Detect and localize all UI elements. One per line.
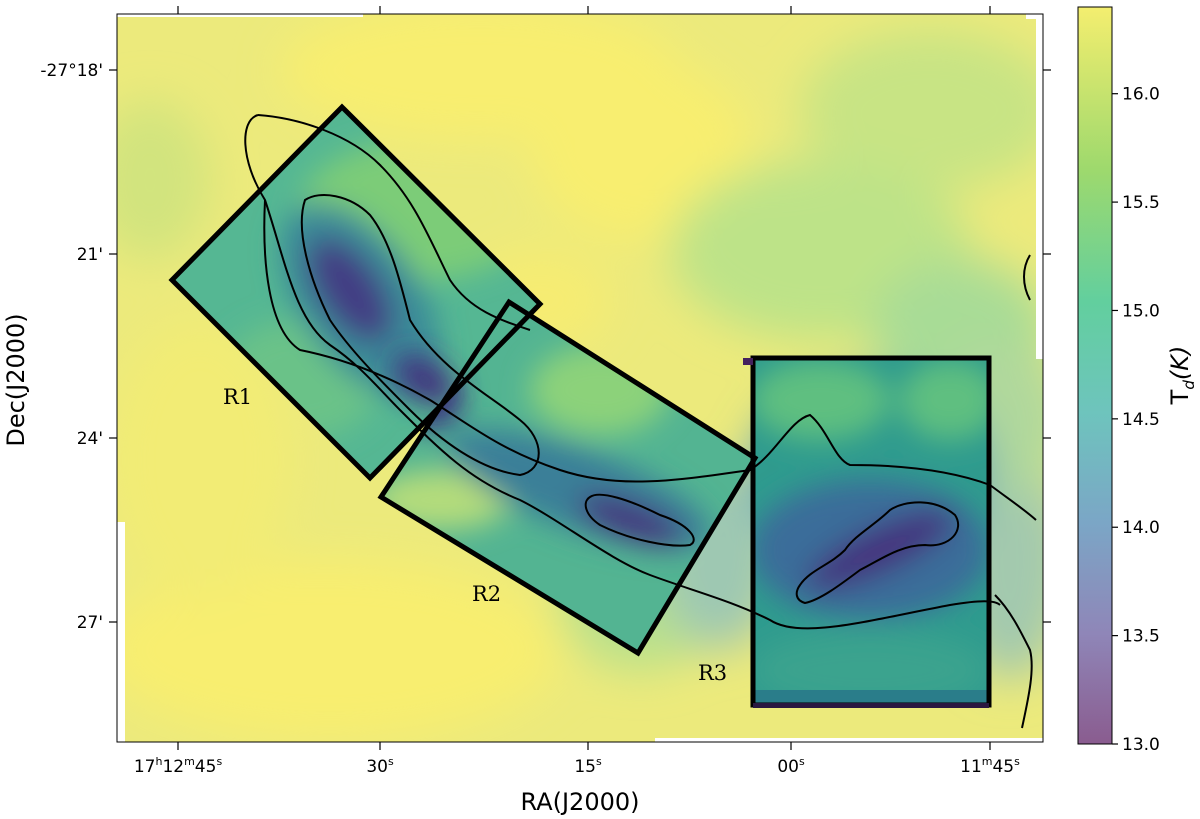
contour-right-edge	[1023, 254, 1031, 301]
map-frame	[116, 13, 1044, 743]
contour-inner	[300, 194, 540, 477]
region-label-r1: R1	[223, 385, 252, 409]
colorbar-tick-label-4: 15.0	[1122, 301, 1160, 321]
x-tick-label-3: 00s	[777, 755, 805, 777]
y-tick-label-2: 24'	[77, 429, 103, 449]
contour-mid	[264, 199, 1001, 630]
x-tick-label-1: 30s	[366, 755, 394, 777]
x-axis-label: RA(J2000)	[520, 788, 639, 816]
colorbar-tick-label-2: 14.0	[1122, 518, 1160, 538]
colorbar-ticks: 13.0 13.5 14.0 14.5 15.0 15.5 16.0	[1112, 85, 1160, 755]
colorbar-gradient	[1077, 6, 1113, 745]
colorbar-tick-label-6: 16.0	[1122, 85, 1160, 105]
region-r3-bottom-edge	[753, 703, 989, 708]
x-tick-label-0: 17h12m45s	[134, 755, 223, 777]
contour-inner-r2	[584, 493, 695, 547]
region-r3-top-marker	[743, 358, 753, 365]
y-tick-label-3: 27'	[77, 613, 103, 633]
region-label-r3: R3	[698, 661, 727, 685]
colorbar-tick-label-3: 14.5	[1122, 410, 1160, 430]
colorbar-label: Td(K)	[1166, 346, 1198, 406]
colorbar: 13.0 13.5 14.0 14.5 15.0 15.5 16.0 Td(K)	[1077, 6, 1198, 755]
region-r3-fill	[753, 358, 989, 705]
x-axis-ticks	[177, 6, 991, 750]
colorbar-tick-label-0: 13.0	[1122, 735, 1160, 755]
y-tick-label-0: -27°18'	[40, 61, 103, 81]
y-axis-ticks	[109, 69, 1051, 623]
y-axis-label: Dec(J2000)	[2, 313, 30, 446]
colorbar-tick-label-5: 15.5	[1122, 193, 1160, 213]
x-tick-label-2: 15s	[574, 755, 602, 777]
contour-inner-r3	[795, 501, 960, 605]
region-label-r2: R2	[472, 582, 501, 606]
x-tick-label-4: 11m45s	[960, 755, 1020, 777]
contour-r3-lower	[994, 594, 1033, 729]
junction-cold-spot	[394, 354, 456, 406]
colorbar-tick-label-1: 13.5	[1122, 627, 1160, 647]
y-tick-label-1: 21'	[77, 245, 103, 265]
region-r1-box	[168, 103, 544, 482]
contour-outer	[244, 114, 1037, 521]
